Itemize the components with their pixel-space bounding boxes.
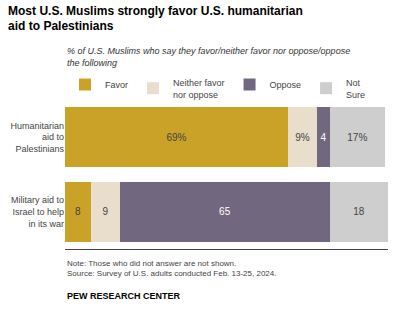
svg-text:4: 4 [320, 132, 326, 143]
svg-text:9: 9 [102, 206, 108, 217]
svg-text:PEW RESEARCH CENTER: PEW RESEARCH CENTER [67, 291, 181, 301]
svg-text:69%: 69% [166, 132, 186, 143]
svg-text:Military aid toIsrael to helpi: Military aid toIsrael to helpin its war [11, 195, 64, 228]
svg-text:17%: 17% [347, 132, 367, 143]
svg-text:8: 8 [75, 206, 81, 217]
svg-text:9%: 9% [295, 132, 310, 143]
svg-text:Humanitarianaid toPalestinians: Humanitarianaid toPalestinians [10, 121, 64, 154]
svg-text:NotSure: NotSure [346, 78, 365, 100]
svg-text:Neither favornor oppose: Neither favornor oppose [173, 78, 225, 100]
svg-text:Most U.S. Muslims strongly fav: Most U.S. Muslims strongly favor U.S. hu… [8, 4, 303, 34]
svg-text:Oppose: Oppose [270, 80, 302, 90]
svg-text:18: 18 [353, 206, 365, 217]
svg-text:% of U.S. Muslims who say they: % of U.S. Muslims who say they favor/nei… [67, 46, 350, 68]
svg-text:65: 65 [219, 206, 231, 217]
svg-text:Favor: Favor [105, 80, 128, 90]
svg-text:Note: Those who did not answer: Note: Those who did not answer are not s… [67, 259, 276, 278]
